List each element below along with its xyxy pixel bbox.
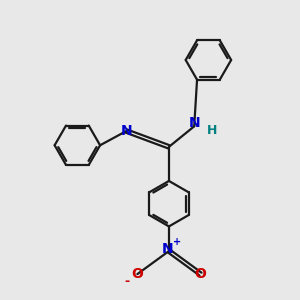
Text: N: N bbox=[121, 124, 132, 138]
Text: N: N bbox=[162, 242, 173, 256]
Text: O: O bbox=[195, 267, 206, 281]
Text: N: N bbox=[188, 116, 200, 130]
Text: -: - bbox=[125, 274, 130, 288]
Text: +: + bbox=[173, 237, 181, 247]
Text: H: H bbox=[206, 124, 217, 136]
Text: O: O bbox=[131, 267, 143, 281]
